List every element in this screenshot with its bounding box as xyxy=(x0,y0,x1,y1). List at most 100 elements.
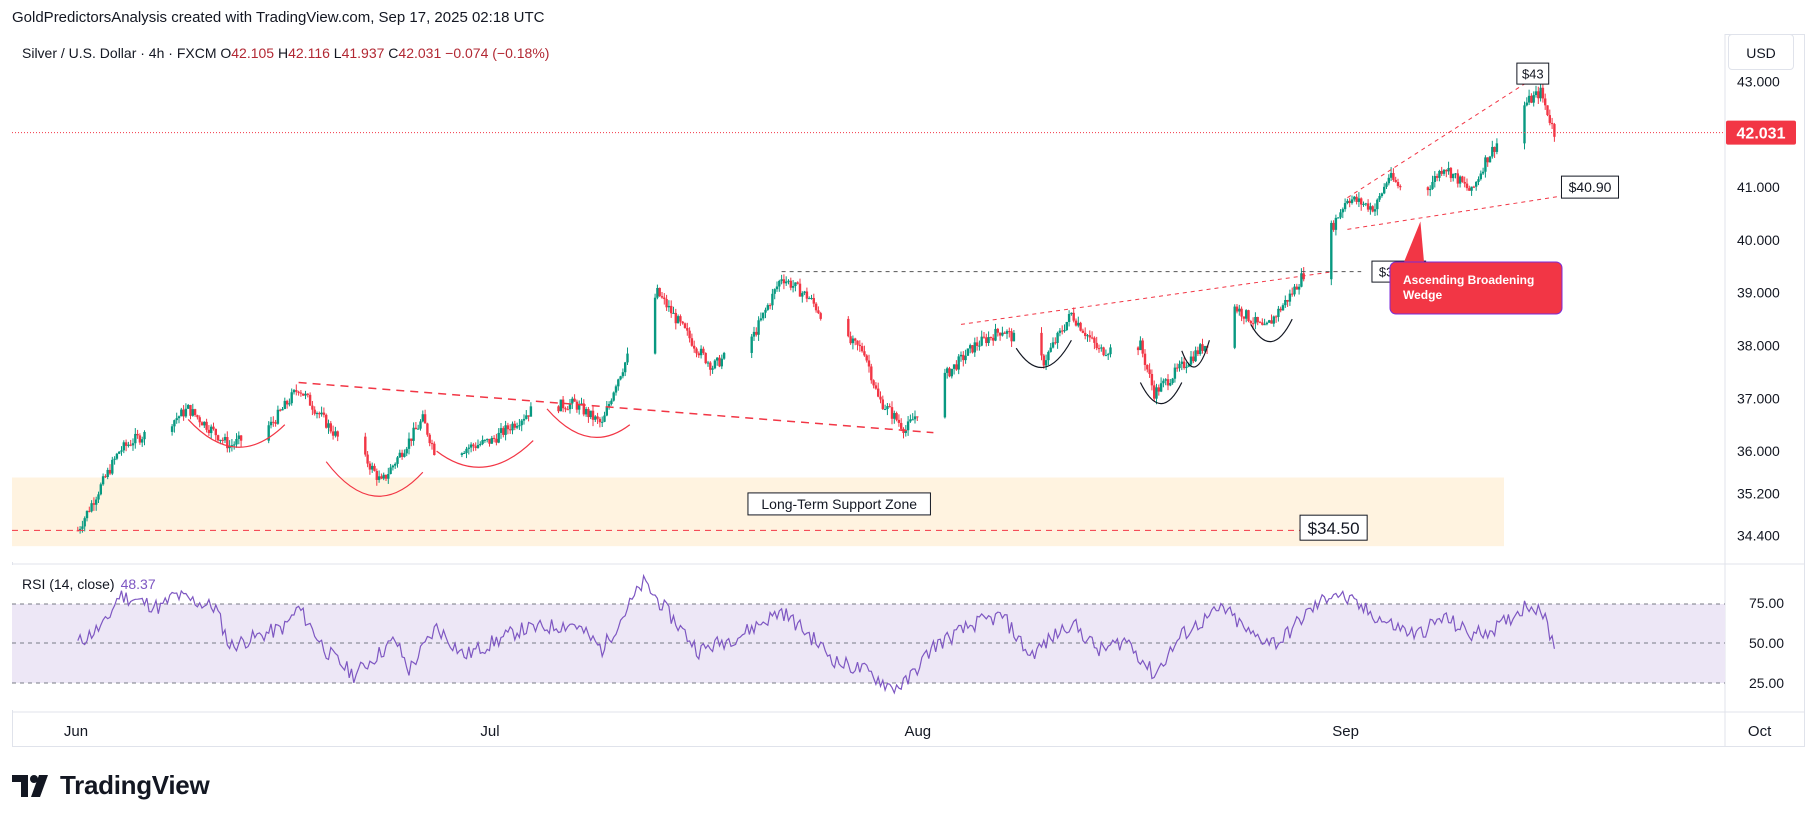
candle-body xyxy=(566,409,569,411)
candle-body xyxy=(803,291,806,294)
candle-body xyxy=(1353,196,1356,200)
candle-body xyxy=(1468,188,1471,191)
candle-body xyxy=(1247,310,1250,322)
candle-body xyxy=(1187,364,1190,367)
candle-body xyxy=(886,406,889,410)
candle-body xyxy=(780,279,783,281)
candle-body xyxy=(474,446,477,449)
candle-body xyxy=(198,417,201,423)
candle-body xyxy=(219,439,222,441)
candle-body xyxy=(985,337,988,344)
candle-body xyxy=(665,299,668,308)
cup-arc-black[interactable] xyxy=(1139,382,1183,404)
candle-body xyxy=(1012,332,1016,342)
candle-body xyxy=(1102,347,1105,356)
tradingview-logo[interactable]: TradingView xyxy=(12,770,210,801)
candle-body xyxy=(580,403,583,405)
candle-body xyxy=(1532,95,1535,103)
candle-body xyxy=(716,357,719,361)
label-40-90-box xyxy=(1560,175,1620,199)
cup-arc-red[interactable] xyxy=(187,419,286,448)
candle-body xyxy=(1265,322,1269,325)
candle-body xyxy=(759,318,763,321)
candle-body xyxy=(1477,179,1480,182)
candle-body xyxy=(1258,322,1262,324)
candle-body xyxy=(1169,383,1172,386)
candle-body xyxy=(1339,212,1342,218)
candle-body xyxy=(138,435,142,443)
candle-body xyxy=(1164,379,1167,381)
cup-arc-black[interactable] xyxy=(1015,339,1072,368)
candle-body xyxy=(414,427,418,430)
candle-body xyxy=(847,318,850,337)
label-40-90-text: $40.90 xyxy=(1569,179,1612,195)
candle-body xyxy=(318,413,321,415)
candle-body xyxy=(384,474,388,479)
cup-arc-red[interactable] xyxy=(546,408,631,438)
label-34-50-box xyxy=(1299,514,1368,541)
candle-body xyxy=(957,356,960,370)
wedge-upper-line[interactable] xyxy=(1347,73,1541,199)
candle-body xyxy=(175,418,178,421)
label-40-90[interactable]: $40.90 xyxy=(1560,175,1620,199)
cup-arc-black[interactable] xyxy=(1250,318,1293,343)
cup-arc-red[interactable] xyxy=(436,440,534,468)
wedge-lower-line[interactable] xyxy=(1347,194,1569,230)
candle-body xyxy=(141,439,144,443)
label-43-box xyxy=(1516,62,1550,85)
label-support-zone[interactable]: Long-Term Support Zone xyxy=(747,492,931,516)
candle-body xyxy=(589,410,592,418)
candle-body xyxy=(1475,181,1478,187)
candle-body xyxy=(469,444,473,448)
candle-body xyxy=(276,409,280,424)
candle-body xyxy=(334,431,337,436)
candle-body xyxy=(1178,363,1181,369)
candle-body xyxy=(695,348,698,354)
candle-body xyxy=(1380,193,1384,197)
candle-body xyxy=(1171,378,1174,384)
rising-trendline[interactable] xyxy=(960,271,1334,325)
time-tick-1: Jul xyxy=(480,723,499,740)
candle-body xyxy=(267,425,270,441)
rsi-legend[interactable]: RSI (14, close) 48.37 xyxy=(22,576,156,592)
candle-body xyxy=(221,439,224,441)
candle-body xyxy=(1286,300,1289,302)
candle-body xyxy=(285,400,289,405)
candle-body xyxy=(819,313,822,319)
candle-body xyxy=(327,423,330,428)
candle-body xyxy=(239,435,243,441)
symbol-legend[interactable]: Silver / U.S. Dollar · 4h · FXCM O42.105… xyxy=(22,45,549,61)
candle-body xyxy=(1261,322,1264,325)
last-price-tag[interactable]: 42.031 xyxy=(1726,120,1796,145)
candle-body xyxy=(1256,316,1259,323)
candle-body xyxy=(768,305,772,307)
candle-body xyxy=(605,407,608,416)
candle-body xyxy=(1235,306,1239,312)
candle-body xyxy=(1084,332,1087,336)
candle-body xyxy=(315,413,319,415)
candle-body xyxy=(488,438,491,444)
price-tick-6: 36.000 xyxy=(1737,443,1780,459)
rsi-value: 48.37 xyxy=(120,576,156,592)
candle-body xyxy=(90,503,93,512)
candle-body xyxy=(423,414,427,424)
label-34-50[interactable]: $34.50 xyxy=(1299,514,1368,541)
cup-arc-red[interactable] xyxy=(325,461,424,497)
label-43[interactable]: $43 xyxy=(1516,62,1550,85)
candle-body xyxy=(1173,367,1177,379)
candle-body xyxy=(1049,347,1052,352)
candle-body xyxy=(322,412,326,415)
high-value: 42.116 xyxy=(288,45,330,61)
candle-body xyxy=(412,427,415,441)
price-chart[interactable]: 43.000 41.000 40.000 39.000 38.000 37.000 36.0… xyxy=(0,0,1814,760)
candle-body xyxy=(111,459,114,474)
time-tick-2: Aug xyxy=(904,723,931,740)
candle-body xyxy=(1332,222,1335,230)
candle-body xyxy=(421,414,424,422)
candle-body xyxy=(612,392,615,401)
rsi-line[interactable] xyxy=(77,573,1555,695)
cup-arc-black[interactable] xyxy=(1181,340,1210,368)
candle-body xyxy=(88,510,91,512)
currency-button[interactable]: USD xyxy=(1728,34,1794,70)
